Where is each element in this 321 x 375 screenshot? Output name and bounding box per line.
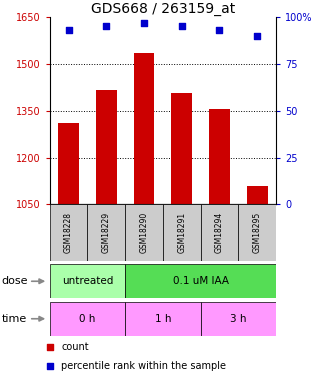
Bar	[125, 204, 163, 261]
Bar	[87, 204, 125, 261]
Text: 0.1 uM IAA: 0.1 uM IAA	[173, 276, 229, 286]
Text: GSM18294: GSM18294	[215, 212, 224, 253]
Bar	[50, 264, 125, 298]
Bar	[238, 204, 276, 261]
Text: dose: dose	[2, 276, 28, 286]
Bar	[50, 204, 87, 261]
Point	[217, 27, 222, 33]
Text: percentile rank within the sample: percentile rank within the sample	[61, 361, 226, 370]
Text: GSM18228: GSM18228	[64, 212, 73, 253]
Text: GSM18229: GSM18229	[102, 212, 111, 253]
Point	[179, 23, 184, 29]
Bar	[96, 90, 117, 204]
Point	[142, 20, 147, 26]
Title: GDS668 / 263159_at: GDS668 / 263159_at	[91, 2, 235, 16]
Text: time: time	[2, 314, 27, 324]
Bar	[50, 302, 125, 336]
Text: count: count	[61, 342, 89, 352]
Text: 0 h: 0 h	[79, 314, 96, 324]
Bar	[201, 302, 276, 336]
Bar	[247, 186, 268, 204]
Text: GSM18291: GSM18291	[177, 212, 186, 253]
Bar	[125, 302, 201, 336]
Point	[104, 23, 109, 29]
Point	[160, 98, 166, 104]
Bar	[201, 204, 238, 261]
Text: untreated: untreated	[62, 276, 113, 286]
Text: 3 h: 3 h	[230, 314, 247, 324]
Point	[255, 33, 260, 39]
Bar	[171, 93, 192, 204]
Text: 1 h: 1 h	[155, 314, 171, 324]
Bar	[163, 204, 201, 261]
Point	[160, 268, 166, 274]
Text: GSM18295: GSM18295	[253, 212, 262, 253]
Bar	[125, 264, 276, 298]
Text: GSM18290: GSM18290	[140, 212, 149, 253]
Bar	[58, 123, 79, 204]
Point	[66, 27, 71, 33]
Bar	[134, 53, 154, 204]
Bar	[209, 109, 230, 204]
